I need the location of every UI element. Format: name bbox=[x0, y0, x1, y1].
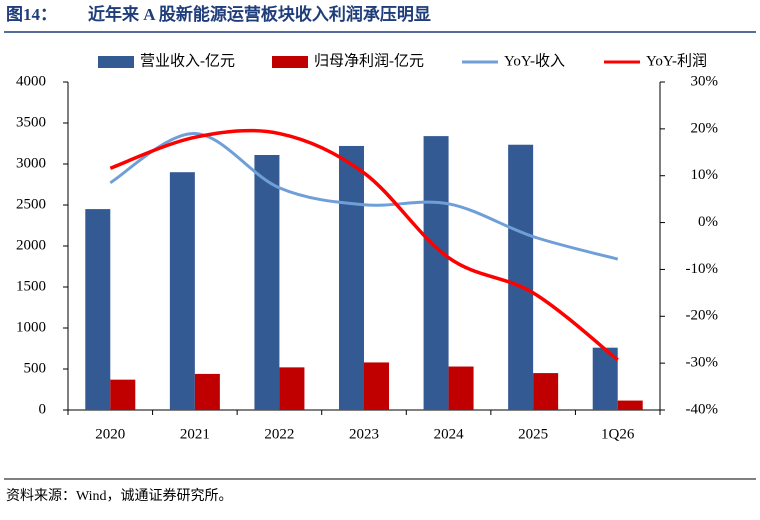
line bbox=[109, 128, 619, 362]
y2-tick-label: -20% bbox=[686, 308, 719, 324]
x-tick-label: 2025 bbox=[518, 426, 548, 442]
x-tick-label: 2022 bbox=[264, 426, 294, 442]
y-tick-label: 1500 bbox=[16, 278, 46, 294]
bar bbox=[110, 379, 136, 410]
y-tick-label: 2500 bbox=[16, 196, 46, 212]
bar bbox=[254, 154, 280, 410]
bar bbox=[339, 145, 364, 410]
figure-label: 图14： bbox=[6, 5, 57, 24]
bar bbox=[85, 209, 111, 410]
x-tick-label: 2020 bbox=[95, 426, 125, 442]
y-tick-label: 0 bbox=[39, 401, 47, 417]
bar bbox=[533, 373, 559, 410]
chart-title: 近年来 A 股新能源运营板块收入利润承压明显 bbox=[88, 4, 431, 24]
y-tick-label: 3500 bbox=[16, 114, 46, 130]
line bbox=[109, 132, 619, 261]
x-tick-label: 2023 bbox=[349, 426, 379, 442]
bar bbox=[508, 144, 534, 411]
legend-label: 归母净利润-亿元 bbox=[314, 52, 424, 69]
legend-label: YoY-利润 bbox=[646, 52, 707, 69]
legend-swatch bbox=[272, 56, 308, 68]
legend-swatch bbox=[98, 56, 134, 68]
legend-label: YoY-收入 bbox=[504, 52, 565, 69]
bar bbox=[617, 400, 643, 410]
y-tick-label: 4000 bbox=[16, 73, 46, 89]
x-tick-label: 1Q26 bbox=[601, 426, 635, 442]
y2-tick-label: -40% bbox=[686, 401, 719, 417]
bar bbox=[279, 367, 305, 410]
y-tick-label: 1000 bbox=[16, 319, 46, 335]
bar bbox=[194, 373, 220, 410]
x-tick-label: 2021 bbox=[180, 426, 210, 442]
y2-tick-label: 20% bbox=[691, 120, 719, 136]
bar bbox=[364, 362, 389, 410]
y2-tick-label: -30% bbox=[686, 355, 719, 371]
source: 资料来源：Wind，诚通证券研究所。 bbox=[6, 488, 233, 504]
legend-label: 营业收入-亿元 bbox=[140, 52, 235, 69]
y2-tick-label: 0% bbox=[698, 214, 718, 230]
bar bbox=[423, 136, 449, 410]
y-tick-label: 500 bbox=[24, 360, 47, 376]
y2-tick-label: -10% bbox=[686, 261, 719, 277]
bar bbox=[169, 172, 195, 410]
bar bbox=[448, 366, 474, 410]
x-tick-label: 2024 bbox=[434, 426, 465, 442]
y2-tick-label: 10% bbox=[691, 167, 719, 183]
y-tick-label: 3000 bbox=[16, 155, 46, 171]
y2-tick-label: 30% bbox=[691, 73, 719, 89]
y-tick-label: 2000 bbox=[16, 237, 46, 253]
